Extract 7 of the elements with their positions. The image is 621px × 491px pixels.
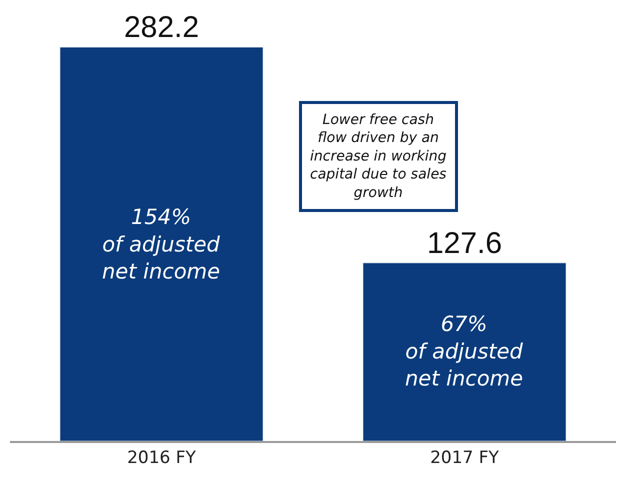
data-label: 127.6	[426, 226, 502, 260]
annotation: 154% of adjusted net income	[102, 205, 221, 284]
x-tick-label: 2016 FY	[127, 448, 197, 468]
x-tick-label: 2017 FY	[430, 448, 500, 468]
annotation: Lower free cash flow driven by an increase in working capital due to sales growth	[310, 112, 447, 201]
annotation: 67% of adjusted net income	[405, 312, 524, 391]
data-label: 282.2	[124, 11, 200, 44]
